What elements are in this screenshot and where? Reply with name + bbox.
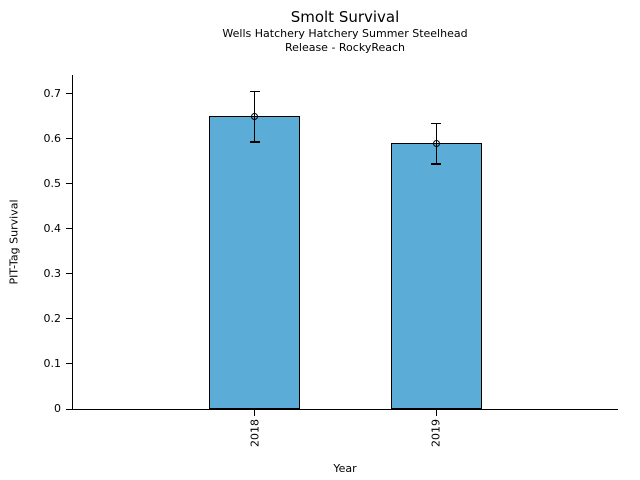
y-tick (66, 408, 72, 410)
y-tick-label: 0.2 (43, 311, 62, 325)
y-tick-label: 0.6 (43, 131, 62, 145)
errorbar-cap-bottom-2018 (249, 141, 260, 143)
chart-subtitle-line-1: Wells Hatchery Hatchery Summer Steelhead (222, 27, 468, 40)
y-tick (66, 138, 72, 140)
x-tick-label: 2018 (248, 419, 262, 447)
errorbar-cap-bottom-2019 (431, 163, 442, 165)
y-tick (66, 93, 72, 95)
y-tick (66, 273, 72, 275)
y-tick (66, 363, 72, 365)
x-tick (435, 410, 437, 416)
y-tick-label: 0 (54, 402, 61, 415)
y-tick-label: 0.1 (43, 356, 62, 370)
y-tick-label: 0.5 (43, 176, 62, 190)
chart-subtitle-line-2: Release - RockyReach (284, 41, 406, 54)
x-tick-label: 2019 (429, 419, 443, 447)
point-marker-2018 (251, 112, 259, 120)
errorbar-cap-top-2018 (249, 90, 260, 93)
y-tick-label: 0.4 (43, 221, 62, 235)
y-tick-label: 0.7 (43, 86, 62, 100)
y-tick-label: 0.3 (43, 266, 62, 280)
bar-2019 (390, 143, 482, 409)
plot-area: 0 0.1 0.2 0.3 0.4 0.5 0.6 0.7 2018 2019 (44, 75, 618, 447)
errorbar-cap-top-2019 (431, 122, 442, 125)
point-marker-2019 (432, 139, 440, 147)
chart-title: Smolt Survival (290, 8, 400, 26)
x-axis-label: Year (333, 462, 357, 475)
bar-2018 (209, 116, 301, 409)
y-tick (66, 183, 72, 185)
chart-header: Smolt Survival Wells Hatchery Hatchery S… (73, 8, 617, 55)
y-tick (66, 228, 72, 230)
x-tick (254, 410, 256, 416)
y-tick (66, 318, 72, 320)
